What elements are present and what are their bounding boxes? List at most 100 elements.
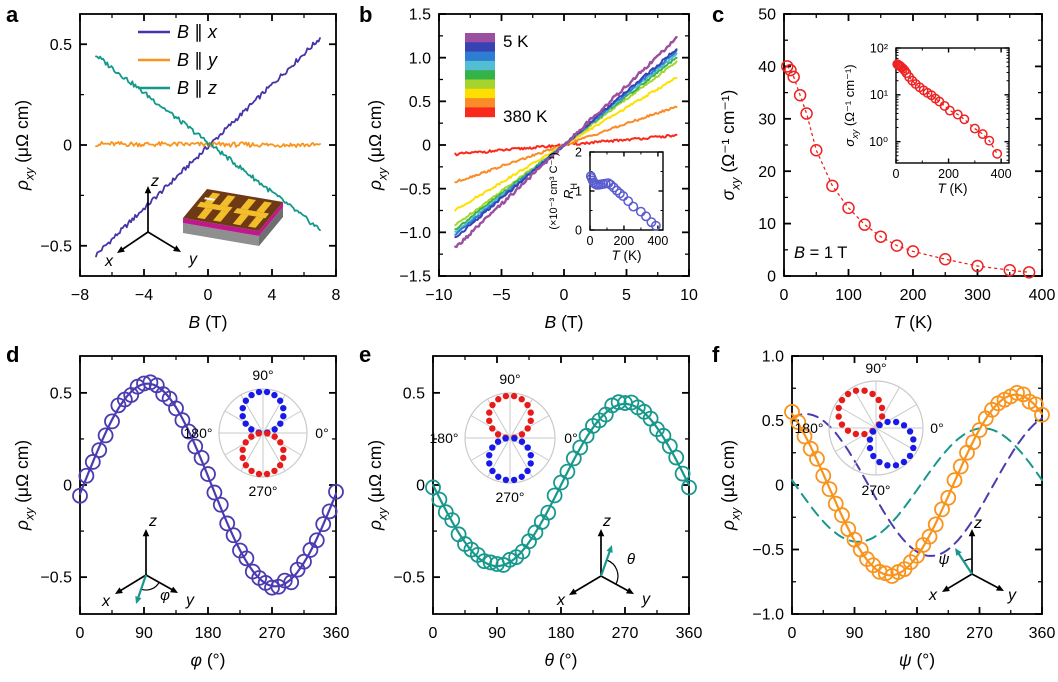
svg-text:B ∥ z: B ∥ z <box>177 78 217 98</box>
coordinate-axes-inset: z x y ψ <box>928 515 1017 604</box>
panel-b-plot: −10 −5 0 5 10−1.5−1.0−0.500.51.01.5B (T)ρxy … <box>365 7 698 332</box>
svg-text:0: 0 <box>63 478 72 495</box>
svg-text:380 K: 380 K <box>503 107 548 126</box>
svg-text:0: 0 <box>788 625 797 642</box>
svg-text:400: 400 <box>1029 287 1056 304</box>
svg-text:0: 0 <box>780 287 789 304</box>
svg-text:200: 200 <box>938 167 959 181</box>
svg-text:−1.0: −1.0 <box>752 607 784 624</box>
panel-letter-e: e <box>359 342 372 367</box>
svg-text:ψ: ψ <box>939 551 950 568</box>
panel-letter-c: c <box>712 2 725 27</box>
svg-text:90°: 90° <box>499 371 520 387</box>
panel-e: e 0 90 180 270 360 −0.5 0 0.5 θ (°) ρxy (μΩ cm) 90… <box>353 340 706 682</box>
svg-text:z: z <box>602 513 611 530</box>
panel-d-plot: 0 90 180 270 360 −0.5 0 0.5 φ (°) ρxy (μΩ cm) 90° 0… <box>12 355 350 670</box>
panel-a-content: −8 −4 0 4 8 −0.5 0 0.5 B (T) ρxy (μΩ cm) B ∥ x B ∥ … <box>12 13 341 332</box>
svg-text:φ: φ <box>160 587 170 604</box>
polar-inset: 90° 0° 180° 270° <box>430 371 578 505</box>
svg-text:360: 360 <box>323 625 350 642</box>
svg-text:270°: 270° <box>862 482 891 498</box>
svg-text:−4: −4 <box>135 287 153 304</box>
svg-text:x: x <box>928 587 938 604</box>
svg-text:T (K): T (K) <box>612 248 642 263</box>
svg-text:90: 90 <box>135 625 153 642</box>
svg-text:ρxy (μΩ cm): ρxy (μΩ cm) <box>365 100 389 191</box>
svg-text:100: 100 <box>835 287 862 304</box>
svg-text:y: y <box>1007 587 1017 604</box>
svg-text:−1.0: −1.0 <box>399 225 431 242</box>
svg-text:−5: −5 <box>492 287 510 304</box>
svg-text:−1.5: −1.5 <box>399 269 431 286</box>
svg-text:8: 8 <box>332 287 341 304</box>
svg-text:ρxy (μΩ cm): ρxy (μΩ cm) <box>718 440 742 531</box>
svg-text:−0.5: −0.5 <box>393 570 425 587</box>
svg-text:300: 300 <box>964 287 991 304</box>
svg-text:ρxy (μΩ cm): ρxy (μΩ cm) <box>12 440 36 531</box>
svg-text:0°: 0° <box>564 430 577 446</box>
svg-text:B ∥ x: B ∥ x <box>177 22 218 42</box>
svg-text:ρxy (μΩ cm): ρxy (μΩ cm) <box>365 440 389 531</box>
svg-text:−8: −8 <box>71 287 89 304</box>
svg-text:400: 400 <box>647 234 668 248</box>
svg-text:0: 0 <box>429 625 438 642</box>
svg-text:θ (°): θ (°) <box>544 650 577 670</box>
svg-text:10²: 10² <box>870 41 888 55</box>
panel-c-plot: 0 100 200 300 400 0 10 20 30 40 50 T (K) σxy (Ω⁻¹ cm… <box>718 7 1056 332</box>
panel-f-plot: 0 90 180 270 360 −1.0 −0.5 0 0.5 1.0 ψ (°) ρxy (μΩ … <box>718 349 1055 670</box>
panel-letter-f: f <box>712 342 720 367</box>
svg-text:10: 10 <box>680 287 698 304</box>
svg-text:270: 270 <box>966 625 993 642</box>
svg-text:90°: 90° <box>252 367 273 383</box>
svg-text:0: 0 <box>560 287 569 304</box>
panel-a-plot: −8 −4 0 4 8 −0.5 0 0.5 B (T) ρxy (μΩ cm) B ∥ x B ∥ … <box>12 13 341 332</box>
svg-text:z: z <box>973 515 982 532</box>
svg-text:180°: 180° <box>795 420 824 436</box>
svg-text:θ: θ <box>627 551 635 568</box>
svg-text:1.0: 1.0 <box>762 349 784 366</box>
panel-e-content: 0 90 180 270 360 −0.5 0 0.5 θ (°) ρxy (μΩ cm) 90° 0… <box>365 355 703 670</box>
coordinate-axes-inset: z x y <box>104 173 198 270</box>
svg-text:180: 180 <box>195 625 222 642</box>
panel-b: b −10 −5 0 5 10 −1.5 −1.0 −0.5 0 0.5 1.0 1.5 B (T) ρx… <box>353 0 706 340</box>
svg-text:270: 270 <box>612 625 639 642</box>
svg-text:0: 0 <box>575 223 582 237</box>
svg-text:30: 30 <box>758 111 776 128</box>
svg-text:90: 90 <box>488 625 506 642</box>
svg-text:y: y <box>641 591 651 608</box>
svg-text:0.5: 0.5 <box>762 413 784 430</box>
panel-f: f 0 90 180 270 360 −1.0 −0.5 0 0.5 1.0 ψ (°) ρxy (μ… <box>706 340 1058 682</box>
svg-text:0: 0 <box>416 478 425 495</box>
svg-text:10: 10 <box>758 216 776 233</box>
svg-text:B (T): B (T) <box>189 312 228 332</box>
svg-text:1.0: 1.0 <box>409 50 431 67</box>
svg-text:−10: −10 <box>425 287 452 304</box>
svg-text:180: 180 <box>548 625 575 642</box>
svg-text:270°: 270° <box>249 483 278 499</box>
svg-text:y: y <box>185 592 195 609</box>
svg-text:0°: 0° <box>315 425 328 441</box>
panel-letter-d: d <box>6 342 20 367</box>
svg-text:0: 0 <box>587 234 594 248</box>
svg-text:z: z <box>150 173 159 190</box>
svg-text:T (K): T (K) <box>938 181 968 196</box>
svg-text:x: x <box>101 593 111 610</box>
panel-d: d 0 90 180 270 360 −0.5 0 0.5 φ (°) ρxy (μΩ cm) 90… <box>0 340 353 682</box>
svg-text:90°: 90° <box>865 360 886 376</box>
svg-text:360: 360 <box>676 625 703 642</box>
svg-text:10¹: 10¹ <box>870 88 888 102</box>
svg-text:σxy (Ω⁻¹ cm⁻¹): σxy (Ω⁻¹ cm⁻¹) <box>842 64 860 146</box>
svg-text:−0.5: −0.5 <box>752 542 784 559</box>
svg-text:x: x <box>104 253 114 270</box>
device-photo <box>183 189 283 246</box>
svg-text:(×10⁻³ cm³ C⁻¹): (×10⁻³ cm³ C⁻¹) <box>548 152 560 229</box>
svg-text:50: 50 <box>758 7 776 24</box>
inset-plot: 0 200 400 10² 10¹ 10⁰ T (K) σxy (Ω⁻¹ cm⁻¹) <box>842 41 1012 196</box>
svg-text:0: 0 <box>63 138 72 155</box>
svg-text:270°: 270° <box>496 489 525 505</box>
polar-inset: 90° 0° 180° 270° <box>184 367 329 499</box>
svg-text:90: 90 <box>846 625 864 642</box>
svg-text:0: 0 <box>893 167 900 181</box>
svg-text:−0.5: −0.5 <box>40 570 72 587</box>
